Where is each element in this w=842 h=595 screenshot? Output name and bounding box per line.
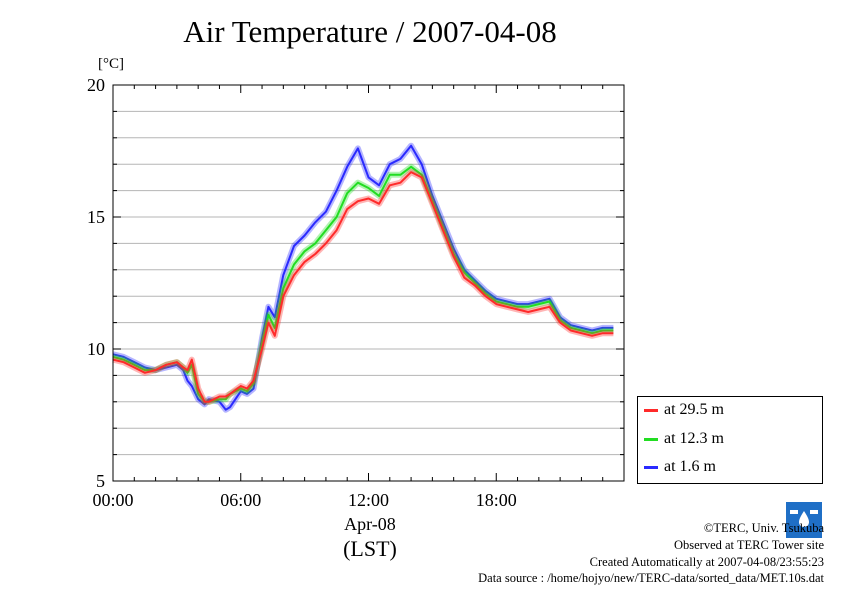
legend-swatch (644, 437, 658, 441)
x-tick-label: 06:00 (220, 490, 261, 510)
y-tick-label: 15 (87, 207, 105, 227)
credit-copyright: ©TERC, Univ. Tsukuba (703, 521, 824, 535)
y-tick-label: 20 (87, 75, 105, 95)
series-line-at-29-5-m (112, 171, 614, 403)
legend-swatch (644, 465, 658, 469)
x-tick-label: 00:00 (92, 490, 133, 510)
y-axis-unit: [°C] (98, 56, 124, 72)
x-tick-label: 12:00 (348, 490, 389, 510)
credit-created: Created Automatically at 2007-04-08/23:5… (589, 555, 824, 569)
legend-entry: at 12.3 m (644, 428, 724, 450)
axis-tick-labels: 00:00 06:00 12:00 18:00 5 10 15 20 (87, 75, 517, 510)
legend-entry: at 29.5 m (644, 399, 724, 421)
chart-title: Air Temperature / 2007-04-08 (183, 14, 557, 49)
y-tick-label: 10 (87, 339, 105, 359)
series-lines (112, 142, 614, 413)
y-tick-label: 5 (96, 471, 105, 491)
credit-observed: Observed at TERC Tower site (673, 538, 824, 552)
x-axis-date-label: Apr-08 (344, 514, 396, 534)
legend-swatch (644, 408, 658, 412)
grid-lines (113, 110, 624, 456)
credit-source: Data source : /home/hojyo/new/TERC-data/… (478, 571, 824, 585)
series-line-at-12-3-m (112, 165, 614, 403)
terc-logo-icon (786, 502, 822, 538)
x-axis-timezone-label: (LST) (343, 536, 397, 561)
legend-label: at 29.5 m (664, 401, 724, 418)
plot-frame (112, 84, 625, 482)
axis-ticks (112, 84, 625, 482)
legend-label: at 12.3 m (664, 430, 724, 447)
legend-box: at 29.5 m at 12.3 m at 1.6 m (637, 396, 823, 484)
legend-label: at 1.6 m (664, 458, 716, 475)
legend-entry: at 1.6 m (644, 456, 716, 478)
series-line-at-1-6-m (112, 144, 614, 411)
x-tick-label: 18:00 (476, 490, 517, 510)
